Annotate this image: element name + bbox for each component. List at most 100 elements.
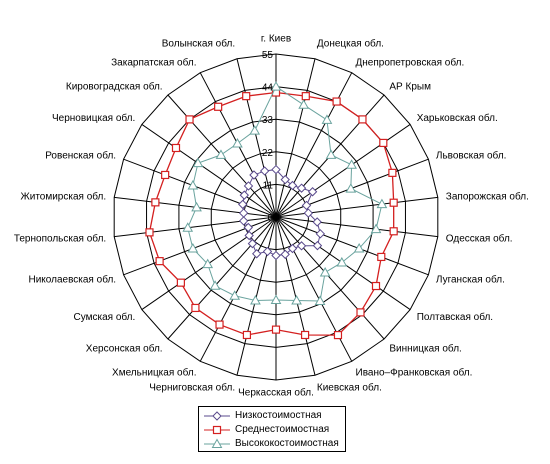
- data-point: [242, 330, 252, 340]
- data-point: [371, 281, 381, 291]
- legend-label-low: Низкостоимостная: [235, 410, 322, 421]
- data-point: [238, 199, 248, 210]
- data-point: [388, 168, 397, 177]
- data-point: [353, 243, 365, 253]
- data-point: [155, 257, 164, 266]
- spoke-line: [275, 216, 429, 276]
- data-point: [244, 230, 254, 241]
- data-point: [314, 295, 326, 305]
- data-point: [280, 249, 290, 260]
- legend-item-high: Высококостоимостная: [199, 437, 345, 451]
- series-1: [145, 88, 398, 340]
- data-point: [303, 208, 314, 218]
- legend-item-low: Низкостоимостная: [199, 409, 345, 423]
- data-point: [301, 200, 312, 211]
- spoke-line: [236, 216, 277, 376]
- data-point: [161, 170, 170, 180]
- data-point: [332, 97, 341, 106]
- data-point: [182, 222, 194, 232]
- data-point: [291, 294, 302, 305]
- data-point: [191, 303, 200, 313]
- data-point: [238, 216, 249, 226]
- category-label: Одесская обл.: [446, 233, 513, 245]
- data-point: [321, 114, 333, 124]
- spoke-line: [114, 216, 277, 238]
- data-point: [259, 166, 270, 176]
- data-point: [336, 256, 348, 267]
- series-0: [238, 164, 326, 261]
- data-point: [232, 138, 243, 148]
- data-point: [389, 227, 398, 236]
- radial-tick-label: 0: [267, 213, 273, 224]
- data-point: [315, 229, 326, 239]
- data-point: [346, 159, 357, 169]
- data-point: [296, 183, 307, 193]
- spoke-line: [199, 216, 277, 362]
- data-point: [238, 208, 249, 218]
- category-label: Ивано–Франковская обл.: [356, 367, 473, 379]
- data-point: [319, 266, 331, 277]
- data-point: [191, 201, 202, 212]
- data-point: [243, 181, 254, 191]
- data-point: [176, 278, 185, 287]
- category-label: Тернопольская обл.: [14, 233, 106, 245]
- data-point: [271, 325, 281, 334]
- data-point: [209, 280, 221, 290]
- legend-marker-mid: [204, 425, 230, 435]
- legend-marker-shape: [212, 411, 222, 421]
- data-point: [145, 228, 154, 237]
- legend-marker-shape: [212, 425, 222, 435]
- series-2: [182, 81, 388, 305]
- category-label: Винницкая обл.: [389, 343, 461, 355]
- spoke-line: [275, 196, 438, 218]
- category-label: Запорожская обл.: [446, 190, 529, 202]
- data-point: [307, 187, 318, 197]
- data-point: [187, 179, 199, 190]
- data-point: [280, 174, 290, 185]
- data-point: [300, 330, 310, 340]
- data-point: [287, 243, 298, 254]
- data-point: [239, 190, 249, 200]
- category-label: Житомирская обл.: [21, 190, 107, 202]
- data-point: [214, 102, 223, 111]
- spoke-line: [275, 216, 316, 376]
- data-point: [312, 217, 322, 227]
- data-point: [185, 115, 194, 124]
- category-label: Львовская обл.: [436, 149, 507, 161]
- category-label: Закарпатская обл.: [111, 57, 196, 69]
- data-point: [356, 308, 365, 317]
- spoke-line: [141, 123, 277, 218]
- data-point: [296, 241, 307, 251]
- category-label: Кировоградская обл.: [66, 81, 163, 93]
- data-point: [325, 149, 337, 159]
- spoke-line: [123, 158, 277, 218]
- data-point: [301, 92, 310, 101]
- data-point: [262, 246, 273, 257]
- data-point: [229, 290, 241, 300]
- data-point: [298, 99, 310, 109]
- category-labels: г. Киев Донецкая обл. Днепропетровская обл…: [14, 34, 529, 399]
- data-point: [192, 157, 204, 168]
- data-point: [377, 252, 386, 262]
- data-point: [249, 125, 261, 135]
- radial-tick-label: 33: [262, 115, 274, 126]
- category-label: Волынская обл.: [162, 38, 235, 50]
- category-label: Донецкая обл.: [317, 38, 384, 50]
- category-label: Черниговская обл.: [149, 381, 235, 393]
- data-point: [271, 164, 281, 175]
- data-point: [250, 294, 261, 305]
- radial-tick-label: 44: [262, 83, 274, 94]
- data-point: [312, 240, 323, 251]
- category-label: Херсонская обл.: [86, 343, 163, 355]
- data-point: [171, 143, 181, 153]
- legend: Низкостоимостная Среднестоимостная Высок…: [198, 406, 346, 452]
- spoke-line: [275, 72, 353, 218]
- category-label: Луганская обл.: [436, 274, 505, 286]
- legend-item-mid: Среднестоимостная: [199, 423, 345, 437]
- data-point: [270, 81, 282, 91]
- spoke-line: [167, 216, 277, 340]
- category-label: Полтавская обл.: [417, 311, 493, 323]
- data-point: [376, 198, 388, 209]
- data-point: [215, 149, 227, 159]
